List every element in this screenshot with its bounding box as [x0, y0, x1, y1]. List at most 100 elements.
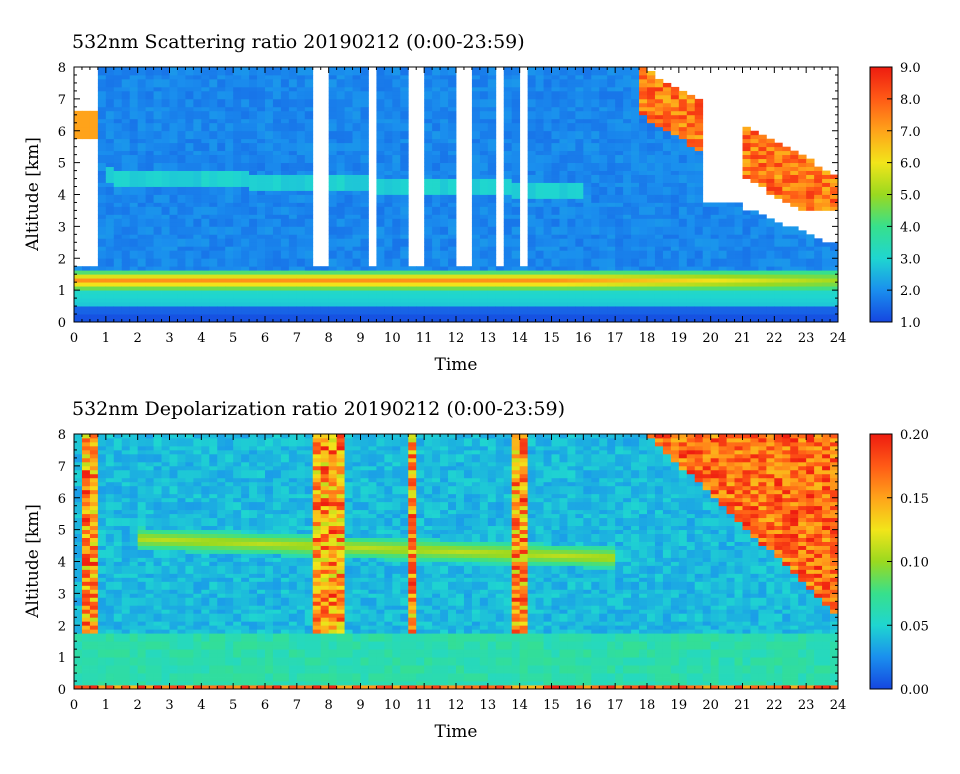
heatmap-cell — [599, 218, 608, 223]
heatmap-cell — [583, 94, 592, 100]
heatmap-cell — [647, 230, 656, 235]
heatmap-cell — [790, 202, 799, 207]
heatmap-cell — [591, 266, 600, 271]
scattering-ratio-panel: 532nm Scattering ratio 20190212 (0:00-23… — [23, 31, 921, 375]
heatmap-cell — [503, 314, 513, 319]
heatmap-cell — [583, 154, 592, 160]
heatmap-cell — [257, 162, 266, 168]
heatmap-cell — [272, 294, 282, 299]
heatmap-cell — [169, 310, 178, 315]
heatmap-cell — [607, 198, 616, 203]
heatmap-cell — [583, 110, 592, 116]
heatmap-cell — [352, 174, 361, 179]
heatmap-cell — [543, 174, 552, 179]
heatmap-cell — [241, 258, 250, 263]
heatmap-cell — [97, 190, 107, 195]
heatmap-cell — [288, 210, 298, 215]
heatmap-cell — [272, 270, 282, 275]
heatmap-cell — [328, 142, 338, 148]
heatmap-cell — [662, 186, 672, 191]
heatmap-cell — [153, 210, 162, 215]
heatmap-cell — [265, 250, 274, 255]
heatmap-cell — [121, 230, 131, 235]
heatmap-cell — [511, 206, 521, 211]
heatmap-cell — [129, 206, 139, 211]
heatmap-cell — [384, 230, 393, 235]
heatmap-cell — [153, 114, 162, 120]
heatmap-cell — [193, 262, 202, 267]
heatmap-cell — [654, 286, 664, 291]
heatmap-cell — [591, 274, 600, 279]
heatmap-cell — [296, 258, 306, 263]
heatmap-cell — [662, 154, 672, 160]
heatmap-cell — [424, 178, 433, 183]
heatmap-cell — [161, 214, 170, 219]
heatmap-cell — [527, 302, 536, 307]
heatmap-cell — [535, 138, 544, 144]
heatmap-cell — [360, 67, 369, 72]
heatmap-cell — [623, 314, 632, 319]
heatmap-cell — [766, 158, 775, 164]
heatmap-cell — [511, 70, 521, 76]
heatmap-cell — [535, 278, 544, 283]
heatmap-cell — [153, 162, 162, 168]
heatmap-cell — [718, 286, 727, 291]
heatmap-cell — [344, 110, 353, 116]
heatmap-cell — [527, 130, 536, 136]
heatmap-cell — [280, 210, 290, 215]
heatmap-cell — [272, 102, 282, 108]
heatmap-cell — [201, 278, 210, 283]
heatmap-cell — [145, 222, 154, 227]
heatmap-cell — [631, 234, 640, 239]
heatmap-cell — [599, 170, 608, 175]
heatmap-cell — [121, 254, 131, 259]
heatmap-cell — [169, 266, 178, 271]
heatmap-cell — [726, 210, 735, 215]
heatmap-cell — [113, 286, 123, 291]
heatmap-cell — [296, 306, 306, 311]
heatmap-cell — [686, 294, 696, 299]
heatmap-cell — [137, 154, 147, 160]
heatmap-cell — [734, 318, 743, 323]
heatmap-cell — [217, 82, 226, 88]
heatmap-cell — [623, 138, 632, 144]
heatmap-cell — [74, 134, 83, 140]
heatmap-cell — [129, 82, 139, 88]
heatmap-cell — [535, 118, 544, 124]
heatmap-cell — [201, 146, 210, 152]
heatmap-cell — [328, 138, 338, 144]
heatmap-cell — [678, 226, 688, 231]
heatmap-cell — [527, 222, 536, 227]
heatmap-cell — [535, 202, 544, 207]
heatmap-cell — [487, 206, 497, 211]
heatmap-cell — [559, 266, 568, 271]
heatmap-cell — [360, 258, 369, 263]
heatmap-cell — [694, 286, 704, 291]
heatmap-cell — [400, 150, 409, 156]
heatmap-cell — [487, 94, 497, 100]
heatmap-cell — [440, 262, 449, 267]
heatmap-cell — [344, 102, 353, 108]
heatmap-cell — [654, 246, 664, 251]
heatmap-cell — [209, 254, 218, 259]
heatmap-cell — [535, 174, 544, 179]
heatmap-cell — [233, 282, 242, 287]
heatmap-cell — [233, 270, 242, 275]
heatmap-cell — [718, 234, 727, 239]
heatmap-cell — [241, 274, 250, 279]
heatmap-cell — [280, 82, 290, 88]
heatmap-cell — [400, 318, 409, 323]
heatmap-cell — [201, 70, 210, 76]
heatmap-cell — [662, 114, 672, 120]
heatmap-cell — [105, 110, 115, 116]
heatmap-cell — [432, 202, 441, 207]
heatmap-cell — [543, 198, 552, 203]
heatmap-cell — [599, 154, 608, 160]
heatmap-cell — [678, 206, 688, 211]
heatmap-cell — [177, 106, 186, 112]
heatmap-cell — [265, 198, 274, 203]
heatmap-cell — [599, 234, 608, 239]
heatmap-cell — [670, 166, 680, 171]
heatmap-cell — [750, 254, 759, 259]
heatmap-cell — [670, 234, 680, 239]
